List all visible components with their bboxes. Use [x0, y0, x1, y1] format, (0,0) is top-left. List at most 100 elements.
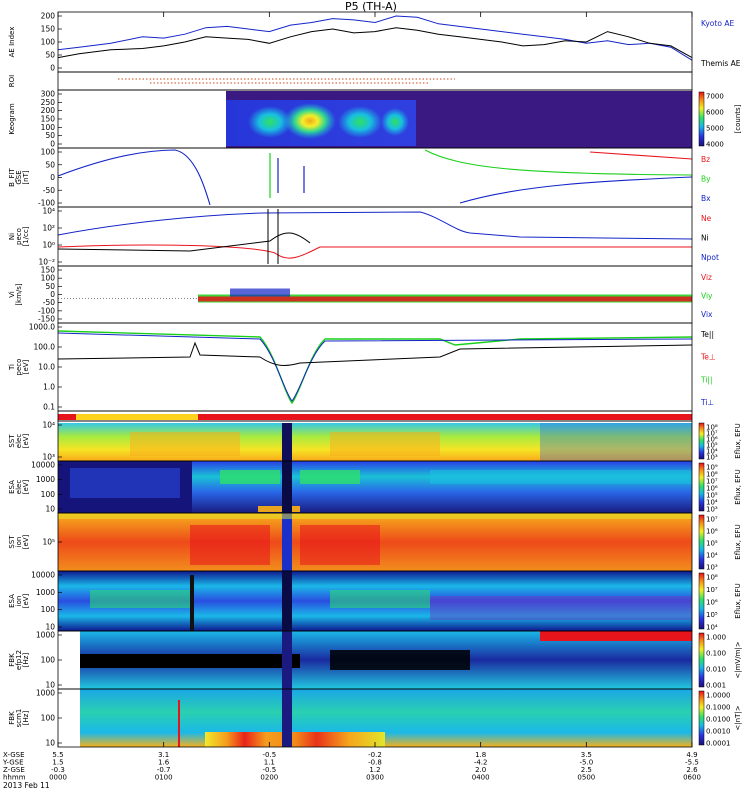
ytick-label-esa-e: 1000 [36, 475, 55, 484]
plot-date: 2013 Feb 11 [3, 781, 50, 790]
colorbar-tick-fbk-b: 1.0000 [706, 692, 731, 700]
time-row-value: -0.5 [262, 766, 276, 774]
time-row-value: -4.2 [474, 759, 488, 767]
colorbar-tick-sst-i: 10⁷ [706, 516, 718, 524]
bx-trace [57, 149, 211, 206]
ytick-label-esa-i: 100 [41, 605, 56, 614]
legend-item-ti: Te|| [700, 330, 714, 339]
ytick-label-vi: 150 [41, 266, 56, 275]
esa-ion-spectrogram [58, 571, 692, 631]
ylabel-fbk-e: [Hz] [22, 653, 30, 668]
colorbar-tick-esa-e: 10⁶ [706, 485, 718, 493]
time-row-label: Z-GSE [3, 766, 25, 774]
time-row-value: -5.0 [579, 759, 593, 767]
ytick-label-fbk-e: 10 [45, 681, 55, 690]
panel-frame-bfit [57, 147, 693, 208]
legend-item-ni: Ni [701, 234, 709, 243]
time-row-value: 0200 [260, 774, 278, 782]
colorbar-tick-fbk-b: 0.1000 [706, 704, 731, 712]
ytick-label-fbk-e: 1000 [36, 631, 55, 640]
ylabel-bfit: [nT] [22, 170, 30, 184]
ytick-label-ae: 200 [41, 12, 56, 21]
ylabel-esa-i: [eV] [22, 593, 30, 608]
ytick-label-ti: 0.1 [43, 403, 55, 412]
bx-trace [459, 176, 693, 204]
ylabel-sst-e: [eV] [22, 433, 30, 448]
bz-trace [589, 151, 693, 160]
vix-band [230, 288, 290, 297]
colorbar-tick-fbk-e: 0.100 [706, 650, 726, 658]
colorbar-tick-esa-i: 10⁴ [706, 624, 718, 632]
time-row-value: 3.1 [158, 751, 169, 759]
ylabel-ni: peco [15, 228, 23, 245]
legend-item-vi: Vix [701, 310, 713, 319]
colorbar-label-fbk-b: <|nT|> [734, 705, 742, 730]
colorbar-esa-e [698, 462, 705, 512]
ytick-label-fbk-b: 10 [45, 739, 55, 748]
ytick-label-ti: 10.0 [38, 363, 55, 372]
ylabel-sst-e: elec [15, 434, 23, 449]
colorbar-sst-i [698, 514, 705, 570]
ytick-label-bfit: 50 [45, 160, 55, 169]
ytick-label-esa-i: 10000 [31, 571, 55, 580]
legend-item-bfit: Bz [701, 155, 710, 164]
ytick-label-esa-e: 100 [41, 490, 56, 499]
ytick-label-vi: -150 [38, 315, 55, 324]
colorbar-tick-fbk-e: 0.001 [706, 682, 726, 690]
time-row-value: 3.5 [581, 751, 592, 759]
ytick-label-sst-e: 10⁴ [42, 421, 55, 430]
time-row-value: 1.6 [158, 759, 170, 767]
ylabel-ni: Ni [8, 233, 16, 240]
legend-item-ti: Ti⊥ [700, 398, 714, 407]
ylabel-sst-i: SST [8, 535, 16, 549]
colorbar-tick-keogram: 7000 [706, 93, 724, 101]
ytick-label-esa-i: 1000 [36, 588, 55, 597]
ylabel-sst-e: SST [8, 434, 16, 448]
ylabel-bfit: GSE [15, 170, 23, 184]
ytick-label-esa-e: 10 [45, 505, 55, 514]
colorbar-tick-fbk-b: 0.0001 [706, 740, 731, 748]
ytick-label-sst-i: 10⁵ [42, 538, 55, 547]
ytick-label-ae: 150 [41, 25, 56, 34]
ylabel-fbk-b: [Hz] [22, 711, 30, 726]
colorbar-fbk-b [698, 690, 705, 746]
time-row-value: 5.5 [52, 751, 63, 759]
npot-trace [57, 211, 693, 240]
ytick-label-ae: 50 [45, 51, 55, 60]
colorbar-tick-esa-i: 10⁶ [706, 599, 718, 607]
ytick-label-keogram: 200 [41, 106, 56, 115]
colorbar-tick-fbk-b: 0.0010 [706, 728, 731, 736]
colorbar-label-sst-i: Eflux, EFU [734, 524, 742, 559]
ytick-label-ae: 0 [50, 64, 55, 73]
colorbar-label-esa-e: Eflux, EFU [734, 469, 742, 504]
time-row-value: 0300 [366, 774, 384, 782]
colorbar-tick-sst-e: 10⁷ [706, 430, 718, 438]
colorbar-esa-i [698, 572, 705, 630]
colorbar-tick-esa-i: 10⁸ [706, 574, 718, 582]
time-row-label: Y-GSE [2, 759, 24, 767]
time-row-value: 1.8 [475, 751, 486, 759]
colorbar-tick-esa-e: 10⁴ [706, 499, 718, 507]
colorbar-tick-keogram: 5000 [706, 125, 724, 133]
mode-bar-image [58, 414, 692, 420]
ytick-label-bfit: -50 [43, 186, 55, 195]
time-row-value: 0400 [472, 774, 490, 782]
ytick-label-ni: 10⁴ [42, 207, 55, 216]
ytick-label-bfit: 100 [41, 148, 56, 157]
legend-item-ae: Kyoto AE [701, 19, 734, 28]
ylabel-fbk-e: efp12 [15, 650, 23, 670]
ytick-label-vi: -50 [43, 298, 55, 307]
panel-frame-roi [57, 71, 693, 91]
time-row-value: -5.5 [685, 759, 699, 767]
legend-item-ti: Te⊥ [700, 353, 715, 362]
ylabel-ti: [eV] [22, 359, 30, 374]
ytick-label-keogram: 250 [41, 98, 56, 107]
colorbar-tick-fbk-e: 0.010 [706, 666, 726, 674]
legend-item-bfit: Bx [701, 194, 711, 203]
plot-title: P5 (TH-A) [345, 0, 397, 13]
ytick-label-keogram: 100 [41, 123, 56, 132]
by-trace [424, 149, 693, 176]
ytick-label-keogram: 300 [41, 90, 56, 99]
colorbar-tick-keogram: 4000 [706, 141, 724, 149]
